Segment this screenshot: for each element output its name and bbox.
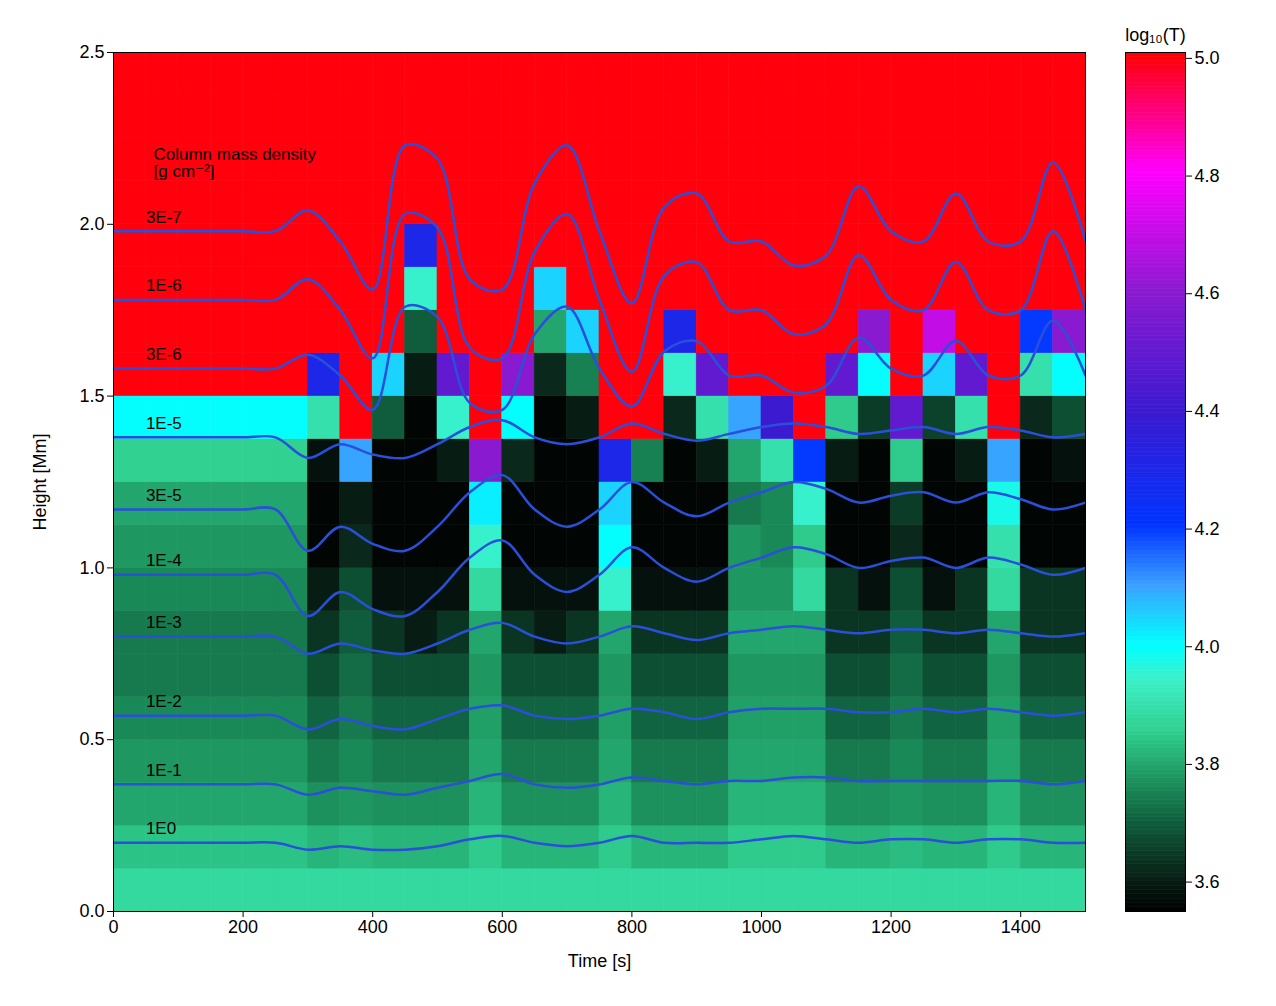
svg-text:800: 800 xyxy=(617,917,647,937)
svg-text:0.5: 0.5 xyxy=(79,729,104,749)
svg-text:5.0: 5.0 xyxy=(1195,48,1220,68)
svg-text:1400: 1400 xyxy=(1001,917,1041,937)
svg-text:4.6: 4.6 xyxy=(1195,283,1220,303)
svg-text:600: 600 xyxy=(487,917,517,937)
svg-text:400: 400 xyxy=(358,917,388,937)
svg-text:1.5: 1.5 xyxy=(79,386,104,406)
svg-text:2.0: 2.0 xyxy=(79,214,104,234)
svg-text:3E-7: 3E-7 xyxy=(146,208,182,227)
svg-text:3.6: 3.6 xyxy=(1195,872,1220,892)
svg-text:3.8: 3.8 xyxy=(1195,754,1220,774)
svg-text:4.0: 4.0 xyxy=(1195,636,1220,656)
svg-text:4.4: 4.4 xyxy=(1195,401,1220,421)
svg-text:Column mass density[g cm⁻²]: Column mass density[g cm⁻²] xyxy=(154,145,317,181)
svg-text:200: 200 xyxy=(228,917,258,937)
svg-text:1E-5: 1E-5 xyxy=(146,414,182,433)
svg-text:1E-2: 1E-2 xyxy=(146,692,182,711)
svg-text:1000: 1000 xyxy=(741,917,781,937)
svg-text:1E-4: 1E-4 xyxy=(146,551,182,570)
svg-text:Time [s]: Time [s] xyxy=(568,951,631,971)
svg-text:log₁₀(T): log₁₀(T) xyxy=(1125,25,1186,45)
svg-text:4.2: 4.2 xyxy=(1195,519,1220,539)
svg-text:2.5: 2.5 xyxy=(79,42,104,62)
svg-text:1E-1: 1E-1 xyxy=(146,761,182,780)
svg-text:1E0: 1E0 xyxy=(146,819,176,838)
svg-text:1E-6: 1E-6 xyxy=(146,276,182,295)
svg-text:0: 0 xyxy=(108,917,118,937)
svg-text:4.8: 4.8 xyxy=(1195,166,1220,186)
svg-text:1200: 1200 xyxy=(871,917,911,937)
svg-text:3E-5: 3E-5 xyxy=(146,486,182,505)
svg-text:3E-6: 3E-6 xyxy=(146,345,182,364)
svg-text:1E-3: 1E-3 xyxy=(146,613,182,632)
svg-text:Height [Mm]: Height [Mm] xyxy=(30,433,50,530)
svg-text:1.0: 1.0 xyxy=(79,558,104,578)
svg-text:0.0: 0.0 xyxy=(79,901,104,921)
